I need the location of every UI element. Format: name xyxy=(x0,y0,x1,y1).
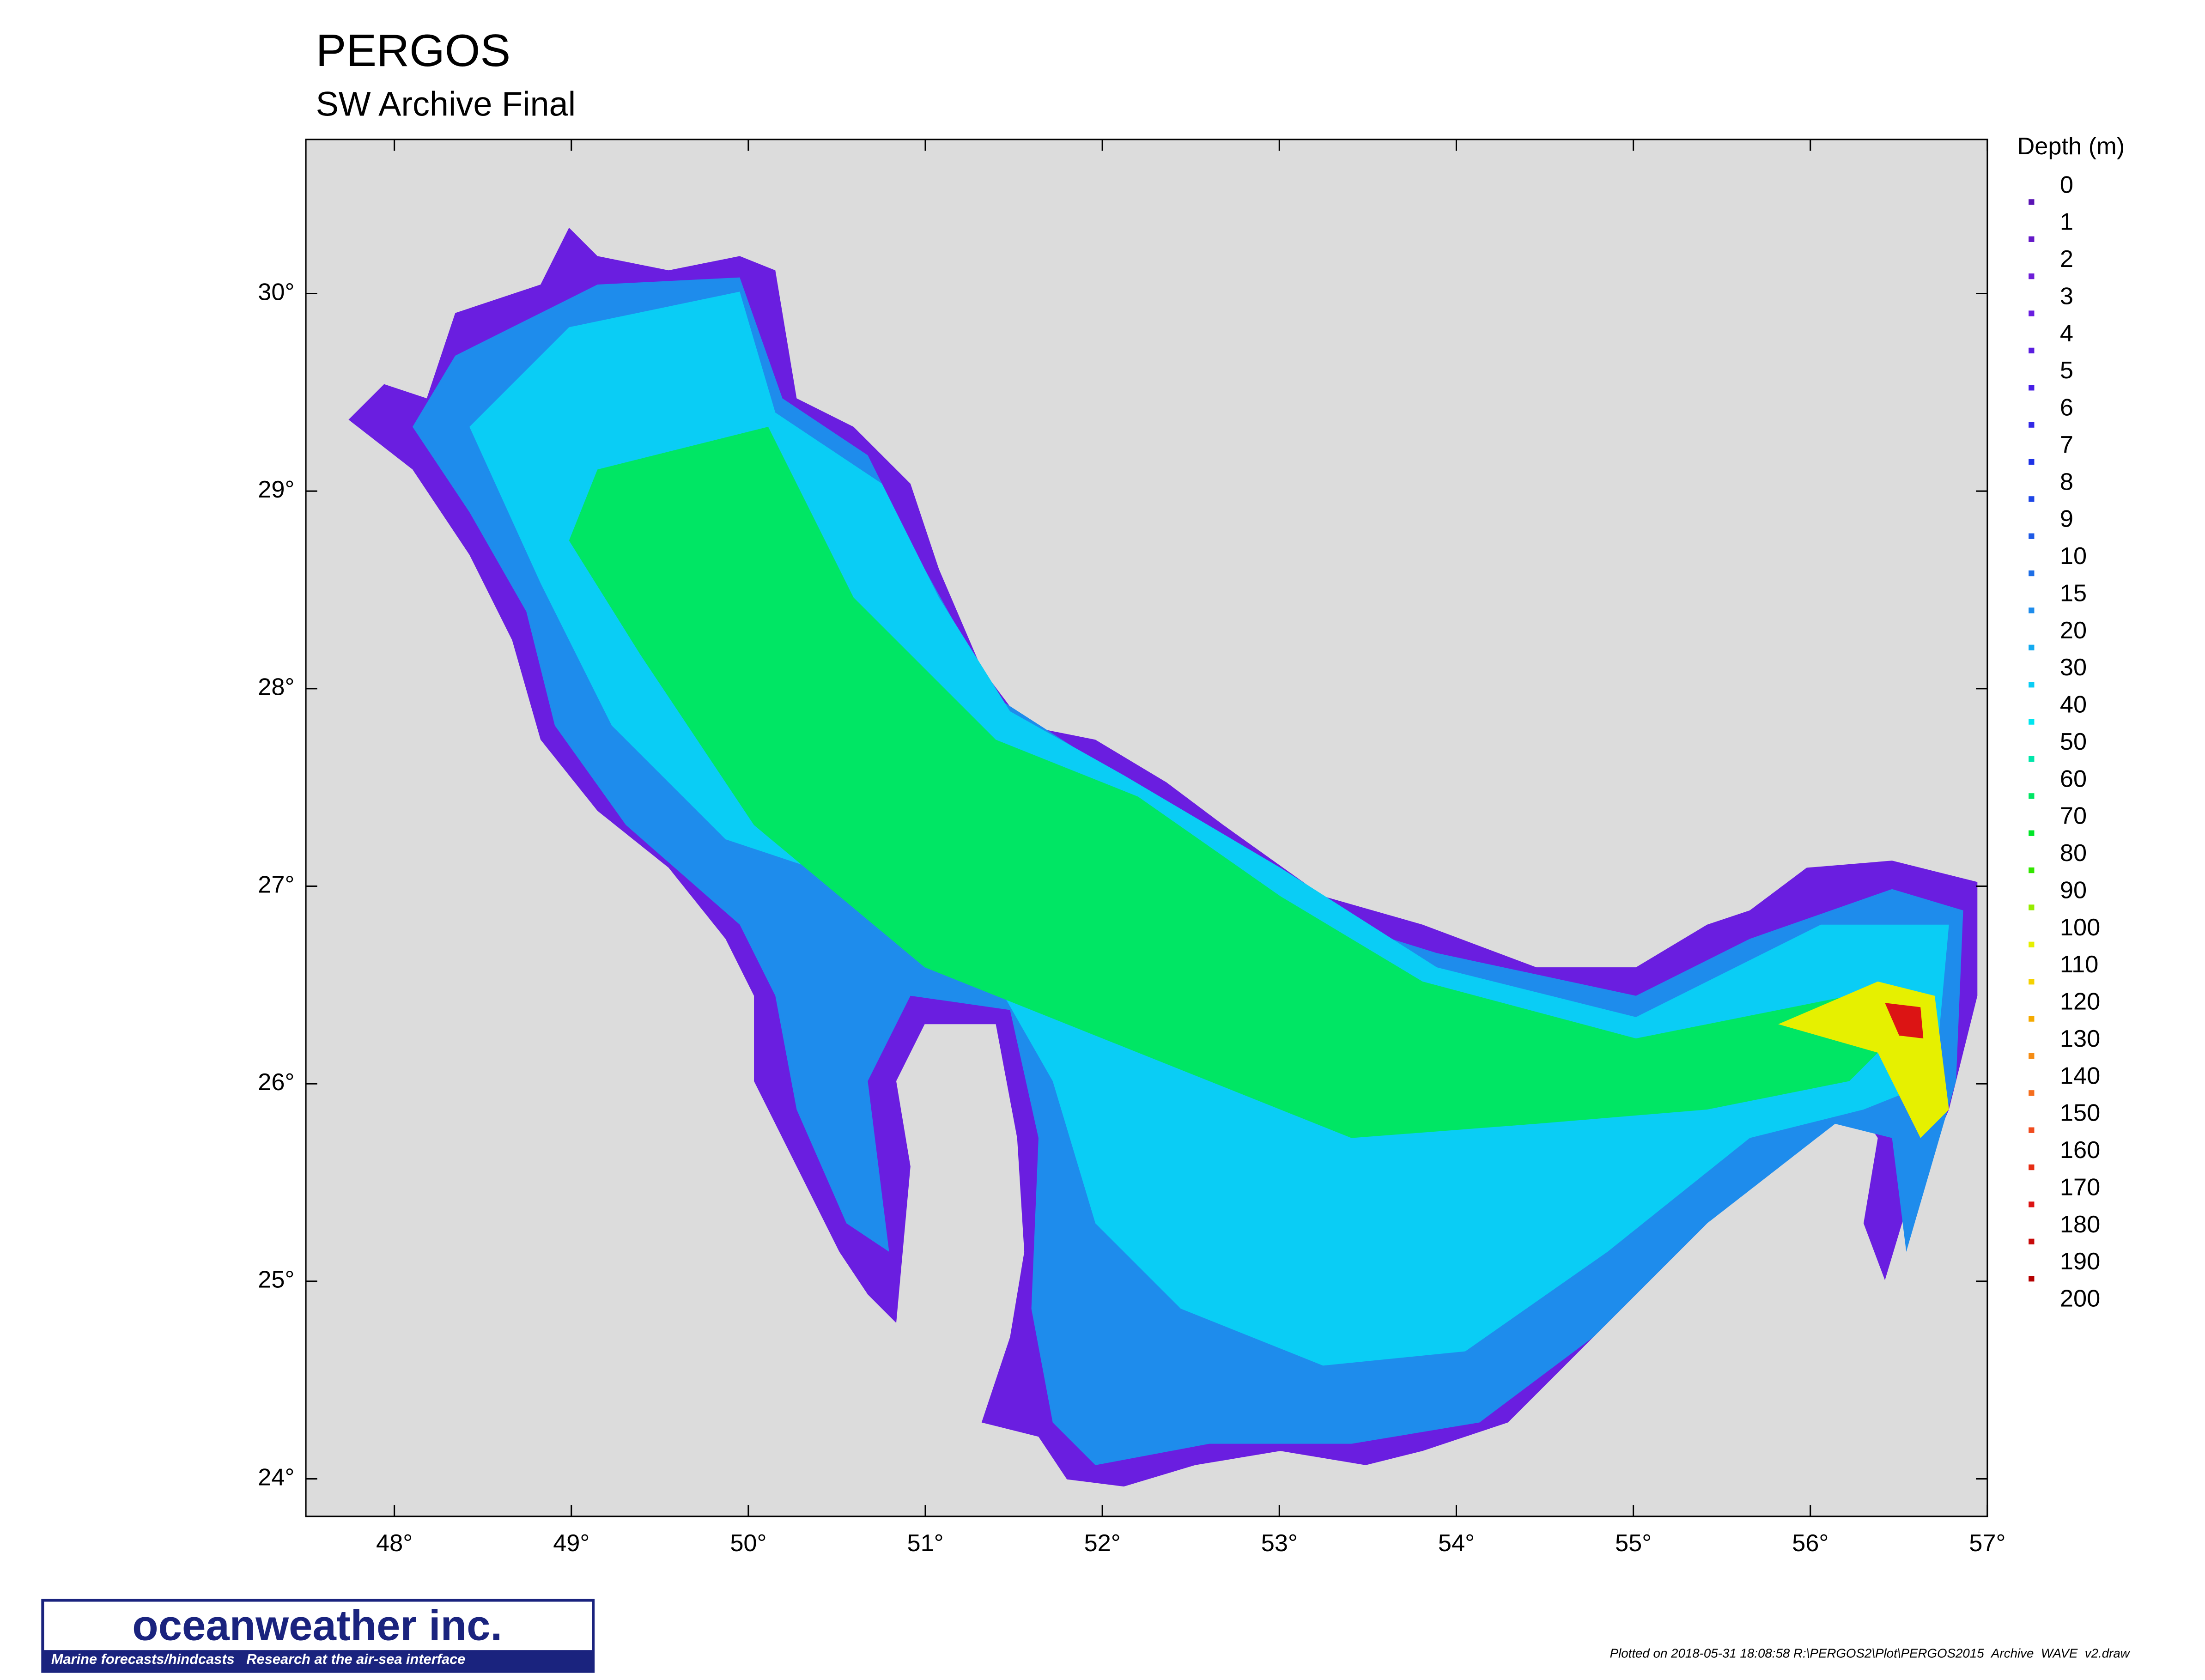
legend-label: 6 xyxy=(2060,394,2073,421)
x-tick-label: 48° xyxy=(376,1530,413,1557)
x-tick-label: 56° xyxy=(1792,1530,1828,1557)
legend-swatch xyxy=(2029,793,2035,799)
x-tick-label: 51° xyxy=(907,1530,943,1557)
subtitle: SW Archive Final xyxy=(316,85,576,123)
legend-label: 20 xyxy=(2060,617,2087,644)
legend-swatch xyxy=(2029,1238,2035,1244)
legend-swatch xyxy=(2029,1090,2035,1096)
legend-swatch xyxy=(2029,1276,2035,1282)
y-tick-label: 28° xyxy=(258,674,294,701)
legend-swatch xyxy=(2029,1127,2035,1133)
legend-title: Depth (m) xyxy=(2017,133,2125,160)
legend-label: 1 xyxy=(2060,209,2073,236)
legend-label: 120 xyxy=(2060,989,2100,1015)
y-tick-label: 29° xyxy=(258,476,294,503)
legend-label: 80 xyxy=(2060,840,2087,867)
legend-label: 0 xyxy=(2060,171,2073,198)
legend-swatch xyxy=(2029,904,2035,910)
legend-label: 190 xyxy=(2060,1248,2100,1275)
y-tick-label: 27° xyxy=(258,871,294,898)
x-tick-label: 49° xyxy=(553,1530,589,1557)
legend-label: 70 xyxy=(2060,803,2087,830)
logo: oceanweather inc. Marine forecasts/hindc… xyxy=(41,1599,595,1673)
y-tick-label: 26° xyxy=(258,1069,294,1096)
logo-text: oceanweather inc. xyxy=(132,1601,502,1649)
legend-swatch xyxy=(2029,533,2035,539)
legend-swatch xyxy=(2029,1164,2035,1171)
legend-label: 50 xyxy=(2060,728,2087,755)
legend-swatch xyxy=(2029,199,2035,205)
legend-swatch xyxy=(2029,756,2035,762)
x-tick-label: 57° xyxy=(1969,1530,2005,1557)
legend-label: 4 xyxy=(2060,320,2073,347)
plot-note: Plotted on 2018-05-31 18:08:58 R:\PERGOS… xyxy=(1610,1646,2131,1661)
legend-swatch xyxy=(2029,570,2035,576)
legend-label: 150 xyxy=(2060,1100,2100,1127)
legend-swatch xyxy=(2029,719,2035,725)
x-tick-label: 52° xyxy=(1084,1530,1121,1557)
legend-label: 140 xyxy=(2060,1062,2100,1089)
legend-label: 2 xyxy=(2060,246,2073,273)
legend-swatch xyxy=(2029,459,2035,465)
legend-swatch xyxy=(2029,1053,2035,1059)
legend-label: 9 xyxy=(2060,506,2073,533)
legend-swatch xyxy=(2029,496,2035,502)
legend-label: 3 xyxy=(2060,283,2073,309)
legend-swatch xyxy=(2029,1201,2035,1207)
legend-swatch xyxy=(2029,607,2035,613)
legend-swatch xyxy=(2029,273,2035,279)
legend-swatch xyxy=(2029,236,2035,242)
legend-label: 110 xyxy=(2060,951,2098,978)
legend-label: 60 xyxy=(2060,765,2087,792)
water-central xyxy=(569,426,1907,1138)
y-tick-label: 24° xyxy=(258,1464,294,1491)
legend-label: 180 xyxy=(2060,1211,2100,1238)
legend-label: 15 xyxy=(2060,580,2087,606)
x-tick-label: 54° xyxy=(1438,1530,1475,1557)
y-tick-label: 30° xyxy=(258,279,294,305)
legend-label: 200 xyxy=(2060,1285,2100,1312)
gulf xyxy=(348,227,1978,1487)
logo-tagline: Marine forecasts/hindcasts Research at t… xyxy=(51,1651,465,1667)
y-tick-label: 25° xyxy=(258,1267,294,1293)
logo-band xyxy=(44,1650,592,1670)
title: PERGOS xyxy=(316,25,511,76)
legend-label: 7 xyxy=(2060,431,2073,458)
legend-label: 130 xyxy=(2060,1025,2100,1052)
legend-label: 170 xyxy=(2060,1174,2100,1201)
legend-swatch xyxy=(2029,979,2035,985)
x-tick-label: 55° xyxy=(1615,1530,1652,1557)
legend-swatch xyxy=(2029,682,2035,688)
legend-label: 5 xyxy=(2060,357,2073,384)
legend-label: 8 xyxy=(2060,468,2073,495)
legend-swatch xyxy=(2029,385,2035,391)
legend-label: 10 xyxy=(2060,543,2087,570)
legend-swatch xyxy=(2029,1016,2035,1022)
legend-label: 40 xyxy=(2060,691,2087,718)
legend-swatch xyxy=(2029,310,2035,316)
legend-swatch xyxy=(2029,867,2035,873)
legend-label: 90 xyxy=(2060,877,2087,904)
legend-swatch xyxy=(2029,644,2035,651)
legend-swatch xyxy=(2029,422,2035,428)
legend-swatch xyxy=(2029,830,2035,836)
x-tick-label: 50° xyxy=(730,1530,766,1557)
legend-label: 160 xyxy=(2060,1137,2100,1164)
legend-label: 100 xyxy=(2060,914,2100,941)
water-trench xyxy=(1885,1003,1924,1039)
legend-swatch xyxy=(2029,941,2035,947)
legend-label: 30 xyxy=(2060,654,2087,681)
x-tick-label: 53° xyxy=(1261,1530,1298,1557)
legend-swatch xyxy=(2029,347,2035,354)
